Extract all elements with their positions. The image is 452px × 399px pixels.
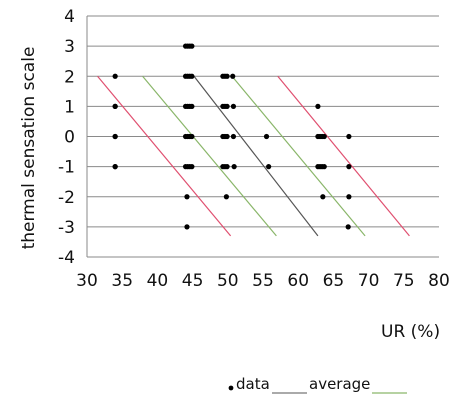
y-axis-title: thermal sensation scale — [19, 47, 39, 250]
x-tick-label: 70 — [358, 271, 380, 291]
x-tick-label: 80 — [428, 271, 450, 291]
data-point — [346, 133, 352, 140]
trend-lines — [97, 75, 410, 237]
data-point — [224, 103, 230, 109]
data-point — [346, 164, 352, 170]
series-line-4 — [97, 75, 232, 237]
data-point — [189, 164, 195, 170]
data-point — [189, 73, 195, 79]
y-tick-label: -3 — [58, 218, 75, 238]
data-point — [231, 164, 237, 170]
legend-label-data: data — [236, 375, 270, 393]
data-point — [315, 103, 321, 109]
x-tick-label: 65 — [323, 271, 345, 291]
data-point — [224, 164, 230, 170]
x-tick-labels: 30 35 40 45 50 55 60 65 70 75 80 — [76, 271, 450, 291]
gridlines — [86, 15, 439, 258]
y-tick-label: -4 — [58, 248, 75, 268]
x-tick-label: 55 — [252, 271, 274, 291]
data-point — [112, 164, 118, 170]
data-point — [321, 133, 327, 140]
data-point — [224, 73, 230, 79]
data-point — [112, 73, 118, 79]
x-tick-label: 75 — [393, 271, 415, 291]
x-tick-label: 35 — [111, 271, 133, 291]
x-tick-label: 30 — [76, 271, 98, 291]
x-tick-label: 40 — [147, 271, 169, 291]
data-point — [223, 194, 229, 200]
x-tick-label: 60 — [287, 271, 309, 291]
y-tick-label: 4 — [64, 7, 75, 27]
data-point — [266, 164, 272, 170]
data-points — [112, 43, 352, 230]
series-line-3 — [231, 75, 366, 237]
data-point — [112, 103, 118, 109]
data-point — [345, 224, 351, 230]
data-point — [263, 133, 270, 140]
series-line-2 — [142, 75, 277, 237]
data-point — [184, 224, 190, 230]
series-line-5 — [277, 75, 410, 237]
series-line-1 — [193, 75, 319, 237]
data-point — [346, 194, 352, 200]
y-tick-label: 1 — [64, 97, 75, 117]
y-tick-label: -2 — [58, 188, 75, 208]
legend: data average — [228, 375, 407, 394]
y-tick-label: 3 — [64, 37, 75, 57]
legend-label-average: average — [309, 375, 370, 393]
data-point — [230, 103, 237, 109]
data-point — [230, 73, 236, 79]
data-point — [320, 194, 326, 200]
data-point — [112, 133, 118, 140]
y-tick-label: -1 — [58, 158, 75, 178]
data-point — [189, 43, 195, 49]
y-tick-label: 2 — [64, 67, 75, 87]
x-tick-label: 45 — [182, 271, 204, 291]
x-tick-label: 50 — [217, 271, 239, 291]
data-point — [189, 133, 195, 140]
legend-data-marker — [228, 385, 234, 391]
y-tick-labels: 4 3 2 1 0 -1 -2 -3 -4 — [58, 7, 75, 268]
data-point — [184, 194, 190, 200]
x-axis-title: UR (%) — [381, 322, 440, 342]
data-point — [189, 103, 195, 109]
data-point — [321, 164, 327, 170]
y-tick-label: 0 — [64, 128, 75, 148]
data-point — [230, 133, 237, 140]
data-point — [224, 133, 230, 140]
